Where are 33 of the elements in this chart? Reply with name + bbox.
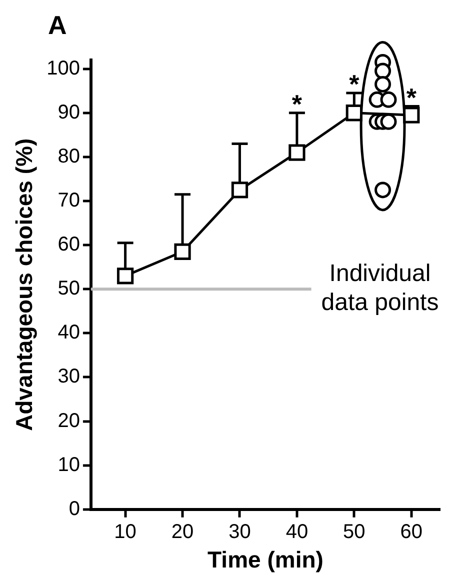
text: A <box>48 10 67 40</box>
x-tick-label: 20 <box>171 520 194 543</box>
x-axis-title: Time (min) <box>208 546 324 573</box>
annotation: Individual data points <box>321 260 439 316</box>
annotation: * <box>292 89 303 120</box>
x-tick-label: 50 <box>343 520 366 543</box>
point <box>374 76 392 92</box>
point <box>116 268 134 284</box>
point <box>374 182 392 198</box>
y-tick-label: 80 <box>58 145 80 168</box>
y-tick-label: 90 <box>58 101 80 124</box>
annotation: * <box>406 82 418 112</box>
point <box>374 62 392 80</box>
point <box>288 144 306 161</box>
x-tick-label: 60 <box>400 520 423 543</box>
point <box>380 91 397 108</box>
y-tick-label: 60 <box>58 234 80 256</box>
y-tick-label: 20 <box>58 410 80 432</box>
y-tick-label: 100 <box>46 57 80 80</box>
point <box>174 243 191 260</box>
y-tick-label: 10 <box>58 454 80 476</box>
point <box>380 113 397 130</box>
y-tick-label: 30 <box>58 366 80 388</box>
x-tick-label: 40 <box>286 520 308 543</box>
annotation: * <box>349 69 360 100</box>
y-tick-label: 70 <box>58 190 80 212</box>
point <box>231 182 248 198</box>
y-tick-label: 40 <box>58 322 80 344</box>
x-tick-label: 30 <box>228 520 251 543</box>
y-axis-title: Advantageous choices (%) <box>11 138 38 432</box>
y-tick-label: 50 <box>58 278 80 300</box>
x-tick-label: 10 <box>114 520 136 543</box>
y-tick-label: 0 <box>68 498 80 520</box>
